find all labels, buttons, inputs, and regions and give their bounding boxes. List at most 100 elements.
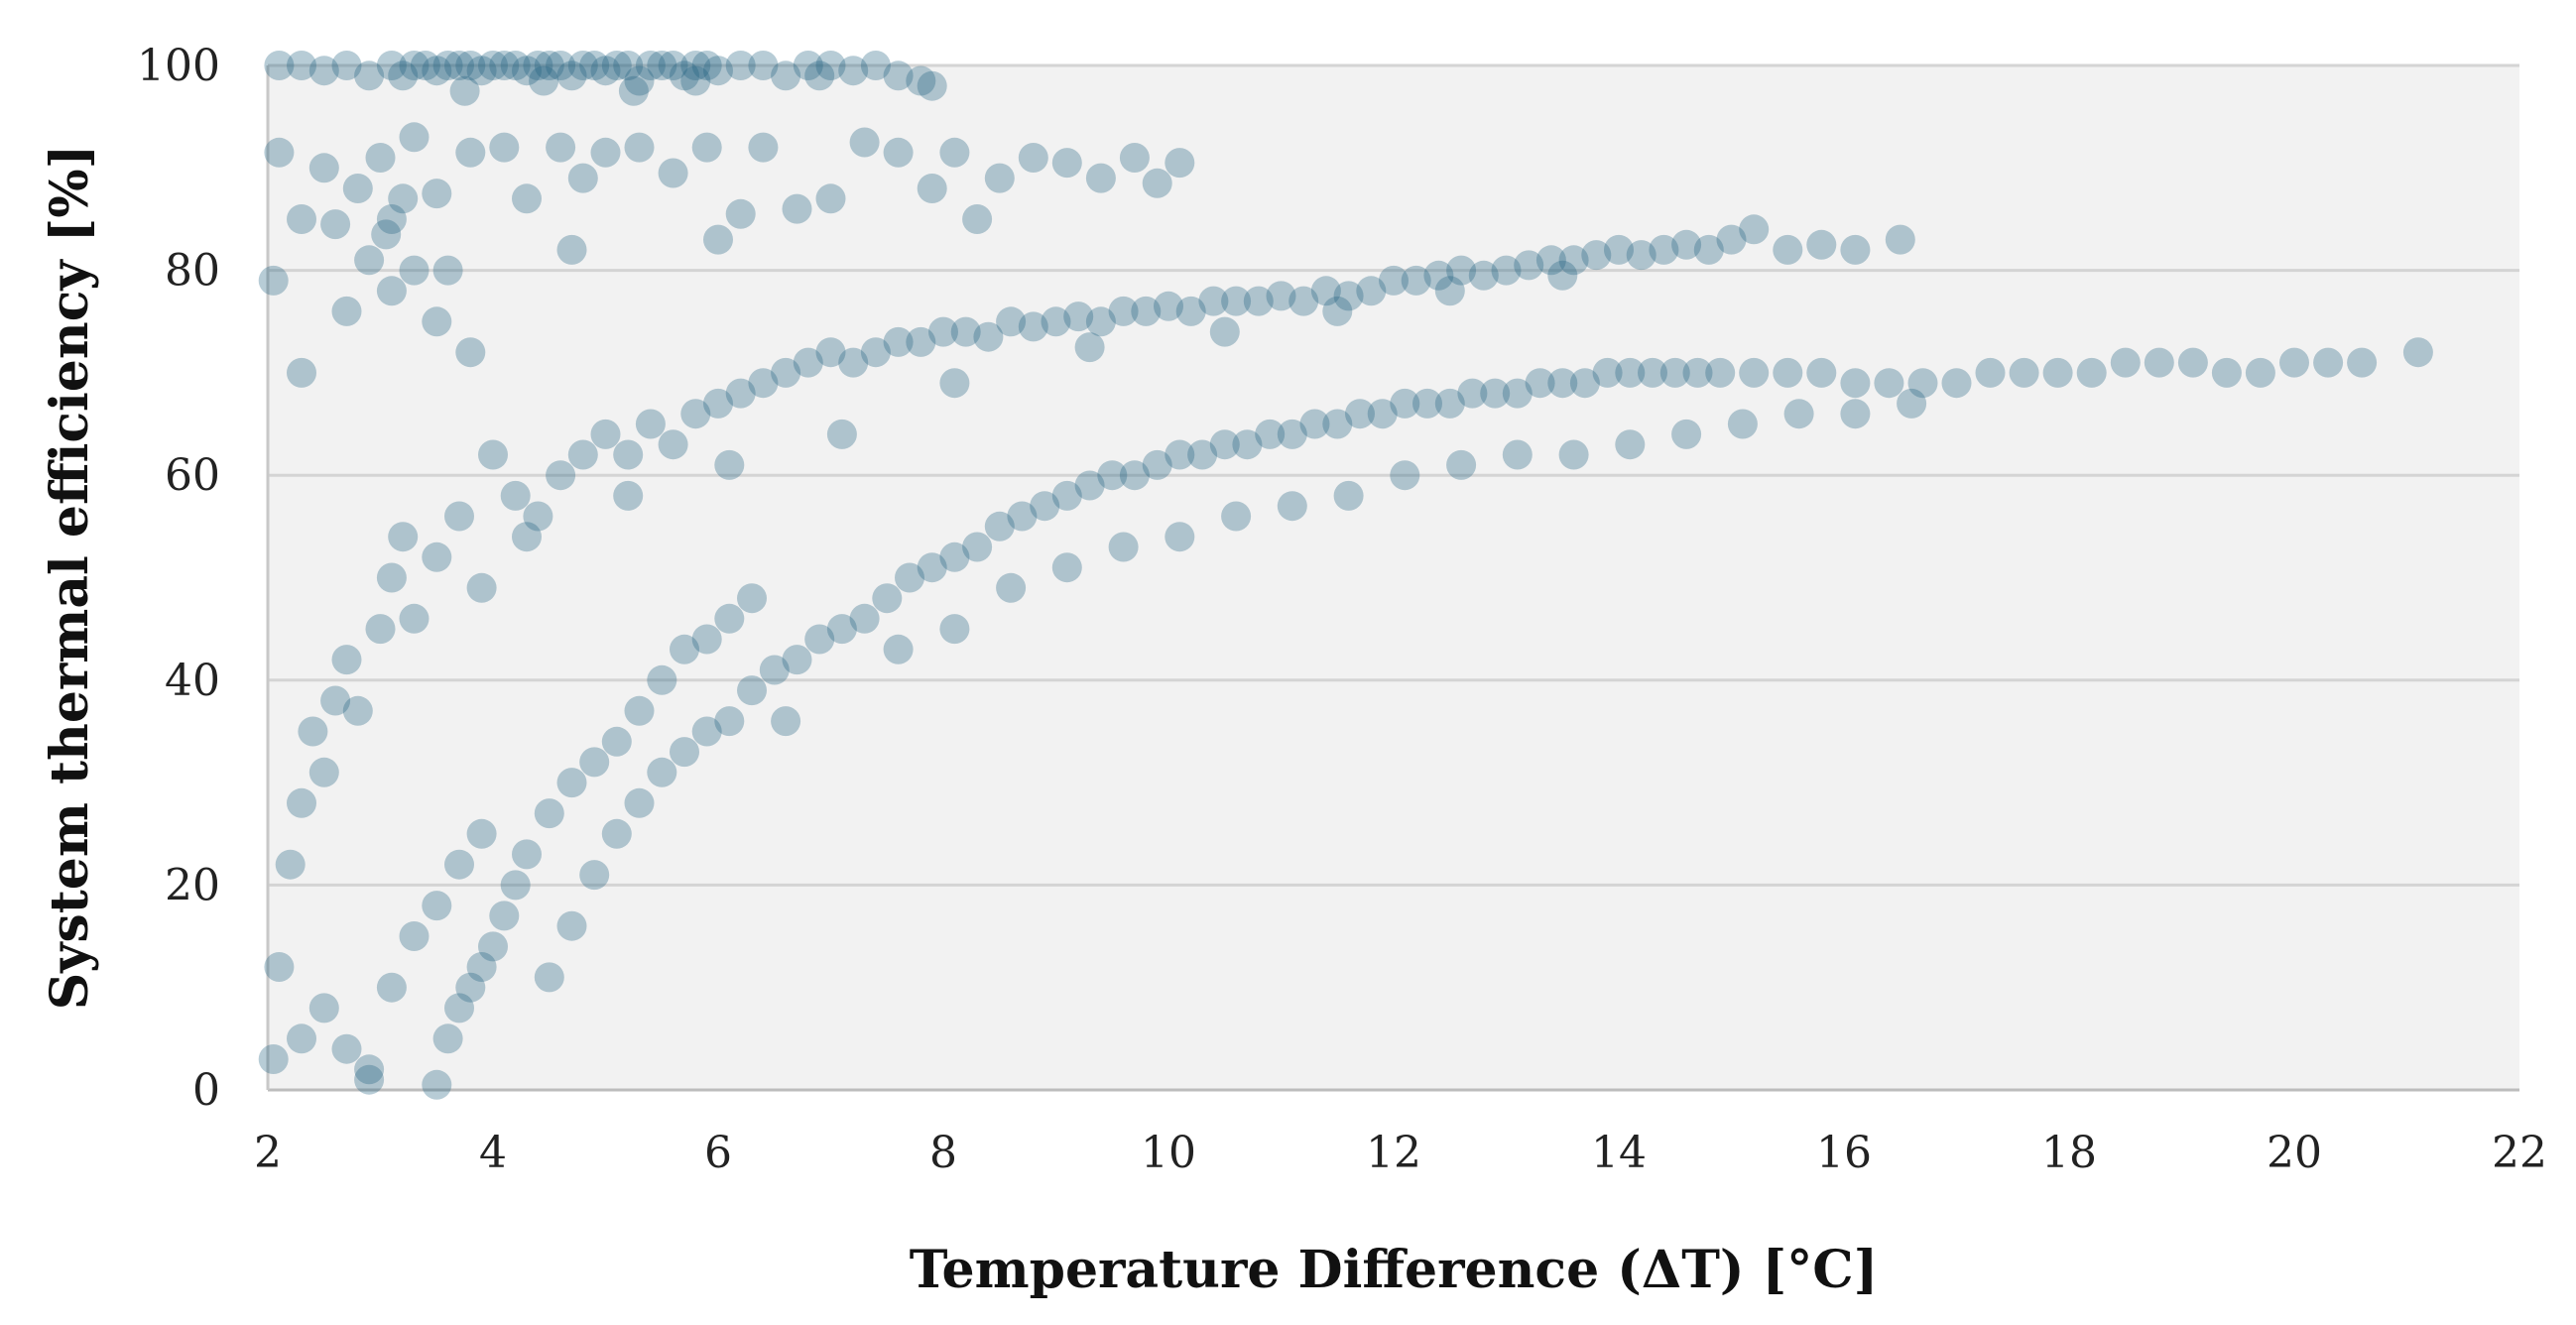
data-point bbox=[308, 153, 339, 183]
data-point bbox=[771, 706, 801, 737]
data-point bbox=[1063, 301, 1094, 332]
data-point bbox=[1333, 480, 1364, 511]
data-point bbox=[399, 122, 429, 153]
data-point bbox=[1074, 332, 1105, 363]
data-point bbox=[748, 51, 779, 80]
data-point bbox=[308, 993, 339, 1024]
data-point bbox=[308, 757, 339, 787]
data-point bbox=[1840, 234, 1871, 265]
data-point bbox=[815, 51, 846, 80]
data-point bbox=[399, 921, 429, 951]
data-point bbox=[1119, 143, 1150, 173]
data-point bbox=[449, 75, 480, 106]
data-point bbox=[670, 634, 699, 664]
data-point bbox=[264, 952, 295, 982]
data-point bbox=[1085, 163, 1116, 193]
data-point bbox=[680, 399, 711, 429]
data-point bbox=[771, 60, 801, 91]
data-point bbox=[1941, 368, 1972, 399]
data-point bbox=[432, 1024, 463, 1054]
y-tick-label: 0 bbox=[192, 1065, 220, 1116]
data-point bbox=[1221, 501, 1252, 532]
data-point bbox=[567, 51, 598, 80]
grid-lines bbox=[266, 63, 2519, 1092]
y-tick-label: 100 bbox=[137, 41, 220, 91]
data-point bbox=[331, 1033, 362, 1064]
data-point bbox=[1412, 388, 1442, 419]
data-point bbox=[725, 378, 756, 409]
data-point bbox=[691, 132, 722, 163]
data-point bbox=[287, 51, 316, 80]
data-point bbox=[1547, 260, 1578, 291]
data-point bbox=[258, 265, 289, 296]
data-point bbox=[1716, 224, 1747, 255]
data-point bbox=[399, 51, 429, 80]
data-point bbox=[371, 219, 402, 250]
data-point bbox=[883, 326, 914, 357]
data-point bbox=[1615, 429, 1646, 460]
data-point bbox=[478, 51, 508, 80]
data-point bbox=[996, 572, 1027, 603]
data-point bbox=[1175, 296, 1206, 326]
data-point bbox=[489, 51, 520, 80]
data-point bbox=[883, 634, 914, 664]
data-point bbox=[771, 357, 801, 388]
y-tick-label: 80 bbox=[165, 246, 220, 297]
data-point bbox=[1806, 357, 1837, 388]
data-point bbox=[287, 787, 316, 818]
data-point bbox=[703, 224, 733, 255]
data-point bbox=[422, 306, 452, 337]
data-point bbox=[298, 716, 328, 747]
data-point bbox=[613, 480, 644, 511]
data-point bbox=[264, 137, 295, 168]
data-point bbox=[1671, 419, 1702, 449]
data-point bbox=[613, 439, 644, 470]
data-point bbox=[658, 51, 688, 80]
data-point bbox=[624, 695, 655, 726]
data-point bbox=[1165, 148, 1195, 179]
data-point bbox=[635, 409, 666, 439]
data-point bbox=[500, 870, 531, 901]
data-point bbox=[376, 972, 407, 1003]
data-point bbox=[376, 562, 407, 593]
data-point bbox=[1682, 357, 1713, 388]
data-point bbox=[590, 56, 621, 86]
data-point bbox=[1423, 260, 1454, 291]
data-point bbox=[2076, 357, 2107, 388]
data-point bbox=[917, 552, 947, 583]
data-point bbox=[1547, 368, 1578, 399]
data-point bbox=[444, 849, 474, 880]
data-point bbox=[1897, 388, 1927, 419]
data-point bbox=[534, 962, 564, 993]
data-point bbox=[895, 562, 924, 593]
data-point bbox=[422, 179, 452, 209]
data-point bbox=[1154, 291, 1183, 321]
data-point bbox=[546, 132, 576, 163]
data-point bbox=[1097, 460, 1128, 491]
data-point bbox=[1310, 276, 1341, 306]
data-point bbox=[691, 716, 722, 747]
data-point bbox=[1615, 357, 1646, 388]
data-point bbox=[1502, 439, 1533, 470]
data-point bbox=[1390, 388, 1420, 419]
data-point bbox=[1649, 234, 1679, 265]
data-point bbox=[782, 645, 812, 675]
data-point bbox=[984, 511, 1015, 542]
data-point bbox=[455, 337, 486, 368]
data-point bbox=[342, 174, 373, 203]
y-tick-label: 40 bbox=[165, 656, 220, 706]
data-point bbox=[1773, 234, 1803, 265]
data-point bbox=[500, 51, 531, 80]
data-point bbox=[860, 337, 891, 368]
data-point bbox=[782, 193, 812, 224]
data-point bbox=[466, 572, 497, 603]
data-point bbox=[1558, 245, 1589, 276]
data-point bbox=[973, 321, 1004, 352]
data-point bbox=[1581, 240, 1612, 271]
x-tick-label: 16 bbox=[1816, 1128, 1872, 1178]
data-point bbox=[399, 255, 429, 286]
data-point bbox=[354, 60, 385, 91]
data-point bbox=[1535, 245, 1566, 276]
data-point bbox=[287, 204, 316, 234]
